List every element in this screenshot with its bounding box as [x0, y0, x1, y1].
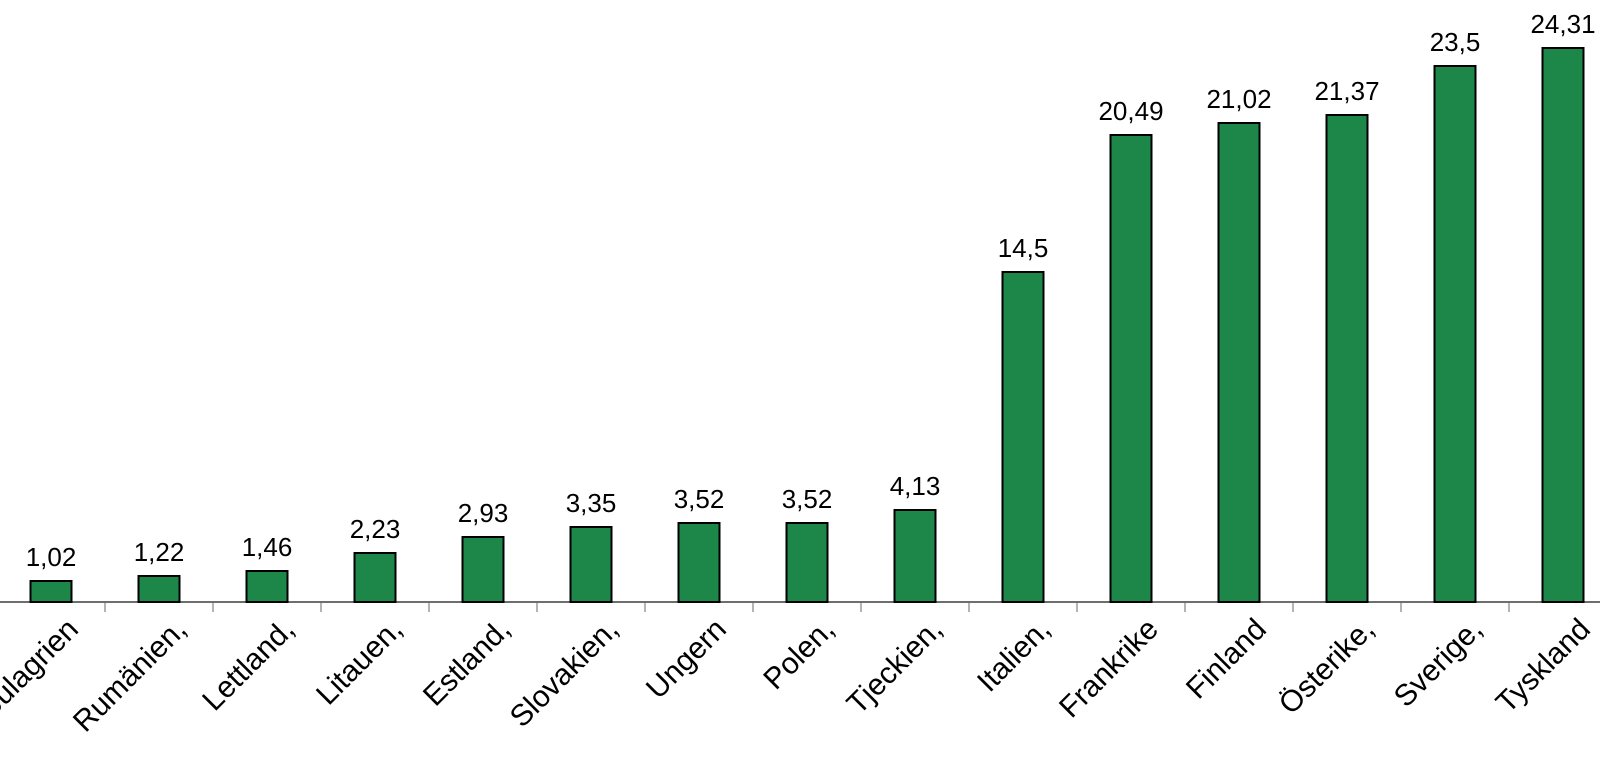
bar-5 — [461, 536, 505, 603]
bar-15 — [1541, 47, 1585, 603]
bar-1 — [29, 580, 73, 603]
category-slot: 3,35 Slovakien, — [504, 0, 645, 734]
bar-value-label: 1,22 — [133, 536, 185, 567]
x-axis-tick — [320, 603, 322, 612]
x-axis-tick — [536, 603, 538, 612]
bar-value-label: 3,52 — [673, 483, 725, 514]
bar-13 — [1325, 114, 1369, 603]
bar-3 — [245, 570, 289, 603]
category-slot: 1,46 Lettland, — [196, 0, 321, 717]
bar-value-label: 2,93 — [457, 497, 509, 528]
bar-10 — [1001, 271, 1045, 603]
bar-14 — [1433, 65, 1477, 603]
category-slot: 24,31 Tyskland — [1490, 0, 1600, 720]
bar-11 — [1109, 134, 1153, 603]
x-axis-tick — [212, 603, 214, 612]
category-slot: 21,37 Österike, — [1273, 0, 1401, 721]
category-slot: 3,52 Ungern — [640, 0, 753, 706]
x-axis-tick — [1400, 603, 1402, 612]
bar-value-label: 1,02 — [25, 541, 77, 572]
x-axis-tick — [752, 603, 754, 612]
category-slot: 21,02 Finland — [1180, 0, 1293, 706]
bar-value-label: 21,02 — [1206, 83, 1272, 114]
bar-value-label: 2,23 — [349, 513, 401, 544]
bar-value-label: 24,31 — [1530, 8, 1596, 39]
category-slot: 2,23 Litauen, — [310, 0, 429, 712]
x-axis-tick — [1076, 603, 1078, 612]
bar-value-label: 3,52 — [781, 483, 833, 514]
x-axis-tick — [104, 603, 106, 612]
bar-2 — [137, 575, 181, 603]
x-axis-tick — [644, 603, 646, 612]
category-slot: 20,49 Frankrike — [1053, 0, 1185, 724]
bar-6 — [569, 526, 613, 603]
bar-value-label: 4,13 — [889, 470, 941, 501]
bar-value-label: 23,5 — [1429, 26, 1481, 57]
bar-12 — [1217, 122, 1261, 603]
category-slot: 1,22 Rumänien, — [67, 0, 213, 739]
x-axis-tick — [1508, 603, 1510, 612]
category-slot: 1,02 Bulagrien — [0, 0, 105, 726]
x-axis-tick — [1184, 603, 1186, 612]
category-slot: 2,93 Estland, — [417, 0, 537, 713]
x-axis-tick — [860, 603, 862, 612]
bar-value-label: 3,35 — [565, 487, 617, 518]
x-axis-tick — [1292, 603, 1294, 612]
category-slot: 4,13 Tjeckien, — [841, 0, 969, 721]
bar-9 — [893, 509, 937, 603]
category-slot: 23,5 Sverige, — [1388, 0, 1509, 714]
x-axis-tick — [428, 603, 430, 612]
bar-4 — [353, 552, 397, 603]
bar-value-label: 21,37 — [1314, 75, 1380, 106]
bar-value-label: 14,5 — [997, 232, 1049, 263]
category-slot: 3,52 Polen, — [753, 0, 861, 696]
bar-7 — [677, 522, 721, 603]
bar-value-label: 20,49 — [1098, 95, 1164, 126]
category-slot: 14,5 Italien, — [969, 0, 1077, 699]
bar-8 — [785, 522, 829, 603]
bar-value-label: 1,46 — [241, 531, 293, 562]
x-axis-tick — [968, 603, 970, 612]
